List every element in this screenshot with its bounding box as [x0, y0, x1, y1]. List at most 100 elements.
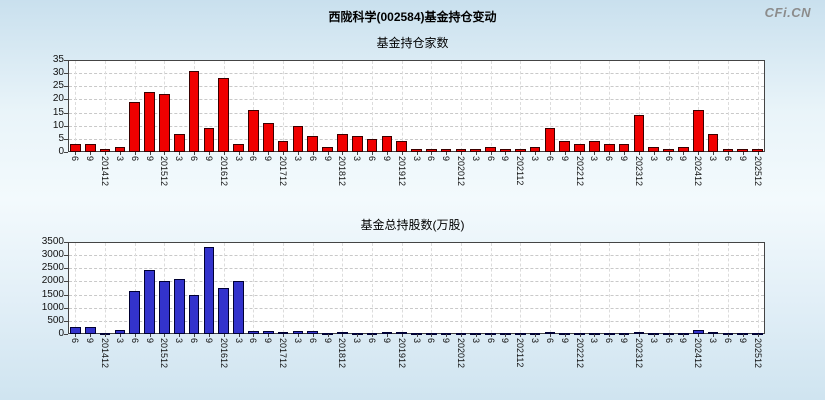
y-tick-label: 2000 — [41, 275, 64, 287]
x-tick-label: 3 — [292, 156, 303, 162]
x-tick-label: 202012 — [455, 338, 466, 369]
x-tick — [357, 152, 359, 155]
x-tick-label: 202312 — [633, 338, 644, 369]
x-tick — [194, 152, 196, 155]
x-tick — [386, 152, 388, 155]
x-tick-label: 201412 — [100, 156, 111, 187]
gridline-v — [75, 243, 77, 333]
x-tick — [238, 152, 240, 155]
bar — [351, 136, 363, 152]
bar — [188, 295, 200, 334]
x-tick — [223, 334, 225, 337]
x-tick-label: 6 — [307, 338, 318, 344]
bar — [262, 331, 274, 334]
x-tick-label: 9 — [85, 156, 96, 162]
x-tick — [194, 334, 196, 337]
x-tick-label: 3 — [530, 338, 541, 344]
gridline-v — [638, 61, 640, 151]
gridline-v — [194, 243, 196, 333]
x-tick — [105, 152, 107, 155]
x-tick — [179, 334, 181, 337]
bar — [322, 147, 333, 152]
x-tick — [90, 152, 92, 155]
bar — [752, 149, 763, 152]
x-tick — [119, 334, 121, 337]
gridline-v — [520, 243, 522, 333]
bar — [292, 126, 304, 152]
y-tick — [64, 255, 68, 257]
bar — [322, 333, 333, 335]
gridline-v — [372, 61, 373, 151]
gridline-v — [460, 243, 462, 333]
x-tick-label: 201812 — [337, 156, 348, 187]
x-tick-label: 6 — [426, 156, 437, 162]
x-tick-label: 202512 — [752, 156, 763, 187]
x-tick — [683, 334, 685, 337]
x-tick — [727, 152, 729, 155]
bar — [188, 71, 200, 152]
gridline-v — [638, 243, 640, 333]
gridline-v — [609, 61, 611, 151]
gridline-h — [69, 138, 764, 140]
bar — [707, 332, 719, 334]
gridline-v — [668, 243, 670, 333]
y-tick — [64, 334, 68, 335]
x-tick — [75, 152, 77, 155]
x-tick-label: 6 — [307, 156, 318, 162]
fund-shares-chart-title: 基金总持股数(万股) — [360, 218, 465, 232]
bar — [70, 144, 81, 152]
y-tick — [64, 99, 68, 101]
bar — [203, 128, 215, 152]
bar — [470, 333, 482, 335]
x-tick-label: 201512 — [159, 156, 170, 187]
x-tick-label: 202512 — [752, 338, 763, 369]
gridline-v — [431, 243, 433, 333]
x-tick — [149, 334, 151, 337]
x-tick — [638, 334, 640, 337]
bar — [678, 147, 689, 152]
gridline-h — [69, 73, 764, 75]
gridline-v — [134, 243, 136, 333]
x-tick — [149, 152, 151, 155]
x-tick-label: 9 — [737, 156, 748, 162]
x-tick-label: 3 — [233, 156, 244, 162]
x-tick-label: 9 — [144, 338, 155, 344]
x-tick-label: 3 — [114, 338, 125, 344]
bar — [292, 331, 304, 334]
y-tick — [64, 307, 68, 309]
x-tick — [208, 334, 210, 337]
fund-count-chart-title: 基金持仓家数 — [376, 36, 449, 50]
y-tick-label: 3000 — [41, 249, 64, 261]
x-tick-label: 9 — [144, 156, 155, 162]
x-tick — [401, 334, 403, 337]
x-tick — [535, 152, 537, 155]
x-tick-label: 3 — [114, 156, 125, 162]
x-tick-label: 9 — [322, 156, 333, 162]
x-tick — [653, 152, 655, 155]
x-tick — [372, 152, 373, 155]
x-tick — [164, 152, 166, 155]
x-tick-label: 3 — [708, 338, 719, 344]
x-tick-label: 9 — [203, 338, 214, 344]
x-tick-label: 6 — [129, 156, 140, 162]
gridline-v — [105, 243, 107, 333]
bar — [159, 94, 170, 152]
bar — [618, 333, 630, 335]
x-tick-label: 3 — [174, 156, 185, 162]
bar — [337, 332, 348, 334]
x-tick — [683, 152, 685, 155]
x-tick-label: 6 — [485, 156, 496, 162]
bar — [485, 147, 496, 152]
y-tick-label: 1000 — [41, 301, 64, 313]
x-tick — [297, 152, 299, 155]
x-tick-label: 6 — [604, 338, 615, 344]
bar — [707, 134, 719, 152]
bar — [173, 279, 185, 334]
x-tick — [549, 152, 551, 155]
bar — [411, 333, 422, 335]
bar — [233, 281, 244, 334]
x-tick — [253, 334, 255, 337]
x-tick — [75, 334, 77, 337]
gridline-h — [69, 268, 764, 270]
